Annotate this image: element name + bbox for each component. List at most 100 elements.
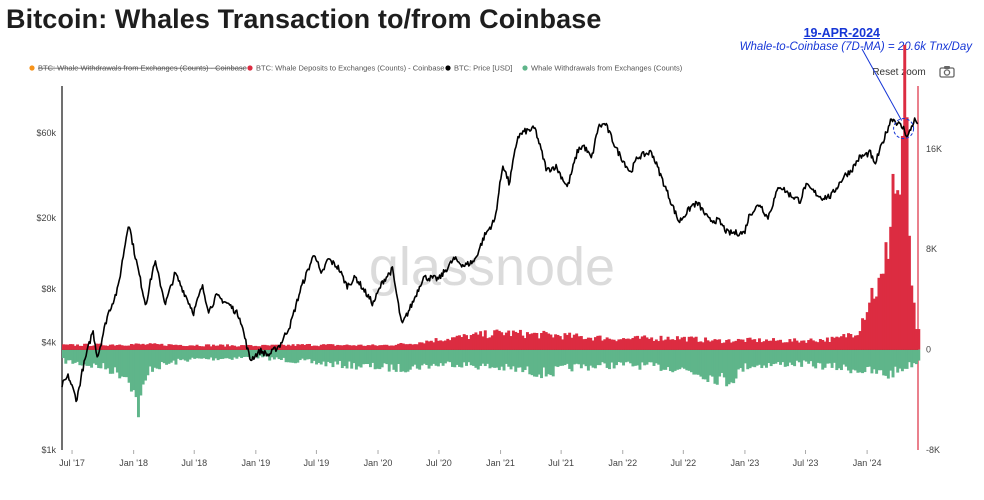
deposits-area-bar <box>312 345 316 350</box>
withdrawals-area-bar <box>650 349 654 363</box>
withdrawals-area-bar <box>657 349 661 365</box>
x-tick-label: Jul '17 <box>59 458 85 468</box>
deposits-area-bar <box>249 345 253 350</box>
deposits-area-bar <box>875 296 879 350</box>
withdrawals-area-bar <box>854 349 857 371</box>
withdrawals-area-bar <box>549 349 553 376</box>
deposits-area-bar <box>376 345 379 350</box>
deposits-area-bar <box>905 117 909 350</box>
deposits-area-bar <box>394 344 398 350</box>
deposits-area-bar <box>675 336 679 350</box>
reset-zoom-button[interactable]: Reset zoom <box>868 64 930 80</box>
deposits-area-bar <box>551 337 555 350</box>
withdrawals-area-bar <box>708 349 712 376</box>
annotation-value: Whale-to-Coinbase (7D-MA) = 20.6k Tnx/Da… <box>739 41 972 53</box>
withdrawals-area-bar <box>755 349 759 366</box>
legend-dot <box>29 65 35 71</box>
withdrawals-area-bar <box>912 349 916 364</box>
deposits-area-bar <box>73 345 77 350</box>
deposits-area-bar <box>807 340 811 350</box>
withdrawals-area-bar <box>769 349 773 367</box>
deposits-area-bar <box>357 344 361 350</box>
withdrawals-area-bar <box>329 349 333 364</box>
camera-icon[interactable] <box>938 64 956 80</box>
withdrawals-area-bar <box>397 349 401 365</box>
deposits-area-bar <box>352 345 356 350</box>
withdrawals-area-bar <box>343 349 347 367</box>
deposits-area-bar <box>593 337 597 350</box>
deposits-area-bar <box>406 344 410 350</box>
withdrawals-area-bar <box>896 349 900 373</box>
x-tick-label: Jan '20 <box>364 458 393 468</box>
deposits-area-bar <box>872 298 876 350</box>
deposits-area-bar <box>293 345 297 350</box>
withdrawals-area-bar <box>458 349 461 367</box>
withdrawals-area-bar <box>406 349 410 372</box>
withdrawals-area-bar <box>172 349 176 361</box>
deposits-area-bar <box>504 332 508 350</box>
deposits-area-bar <box>254 345 258 350</box>
deposits-area-bar <box>305 344 309 350</box>
deposits-area-bar <box>502 335 506 350</box>
deposits-area-bar <box>129 343 133 350</box>
withdrawals-area-bar <box>596 349 600 366</box>
deposits-area-bar <box>816 342 820 350</box>
withdrawals-area-bar <box>129 349 133 392</box>
deposits-area-bar <box>500 332 504 350</box>
deposits-area-bar <box>584 338 588 350</box>
deposits-area-bar <box>265 345 269 350</box>
deposits-area-bar <box>284 345 288 350</box>
deposits-area-bar <box>113 345 117 350</box>
deposits-area-bar <box>230 345 234 350</box>
deposits-area-bar <box>324 344 328 350</box>
withdrawals-area-bar <box>647 349 651 363</box>
withdrawals-area-bar <box>863 349 867 373</box>
withdrawals-area-bar <box>76 349 79 362</box>
deposits-area-bar <box>200 346 204 350</box>
deposits-area-bar <box>289 345 293 350</box>
withdrawals-area-bar <box>221 349 225 359</box>
deposits-area-bar <box>847 333 850 350</box>
deposits-area-bar <box>219 344 222 350</box>
x-tick-label: Jul '21 <box>548 458 574 468</box>
deposits-area-bar <box>907 235 911 350</box>
withdrawals-area-bar <box>593 349 597 369</box>
deposits-area-bar <box>732 341 736 350</box>
withdrawals-area-bar <box>743 349 747 364</box>
deposits-area-bar <box>329 344 333 350</box>
deposits-area-bar <box>682 336 686 350</box>
deposits-area-bar <box>315 345 319 350</box>
withdrawals-area-bar <box>132 349 136 391</box>
deposits-area-bar <box>310 346 314 350</box>
deposits-area-bar <box>779 339 783 350</box>
withdrawals-area-bar <box>544 349 548 377</box>
withdrawals-area-bar <box>350 349 354 369</box>
withdrawals-area-bar <box>373 349 377 370</box>
deposits-area-bar <box>701 342 705 350</box>
withdrawals-area-bar <box>865 349 869 368</box>
deposits-area-bar <box>153 343 157 350</box>
deposits-area-bar <box>472 333 476 350</box>
deposits-area-bar <box>338 345 342 350</box>
deposits-area-bar <box>565 334 569 350</box>
deposits-area-bar <box>483 330 487 350</box>
withdrawals-area-bar <box>390 349 394 365</box>
withdrawals-area-bar <box>706 349 710 382</box>
deposits-area-bar <box>600 340 604 350</box>
withdrawals-area-bar <box>886 349 890 379</box>
withdrawals-area-bar <box>115 349 119 373</box>
withdrawals-area-bar <box>233 349 237 358</box>
withdrawals-area-bar <box>591 349 595 368</box>
withdrawals-area-bar <box>401 349 405 372</box>
deposits-area-bar <box>144 344 147 350</box>
deposits-area-bar <box>319 344 323 350</box>
withdrawals-area-bar <box>469 349 473 366</box>
withdrawals-area-bar <box>188 349 192 360</box>
withdrawals-area-bar <box>701 349 705 380</box>
withdrawals-area-bar <box>802 349 806 361</box>
withdrawals-area-bar <box>889 349 893 371</box>
deposits-area-bar <box>169 344 173 350</box>
deposits-area-bar <box>772 338 775 350</box>
y-left-tick-label: $4k <box>41 338 56 348</box>
deposits-area-bar <box>582 339 586 350</box>
